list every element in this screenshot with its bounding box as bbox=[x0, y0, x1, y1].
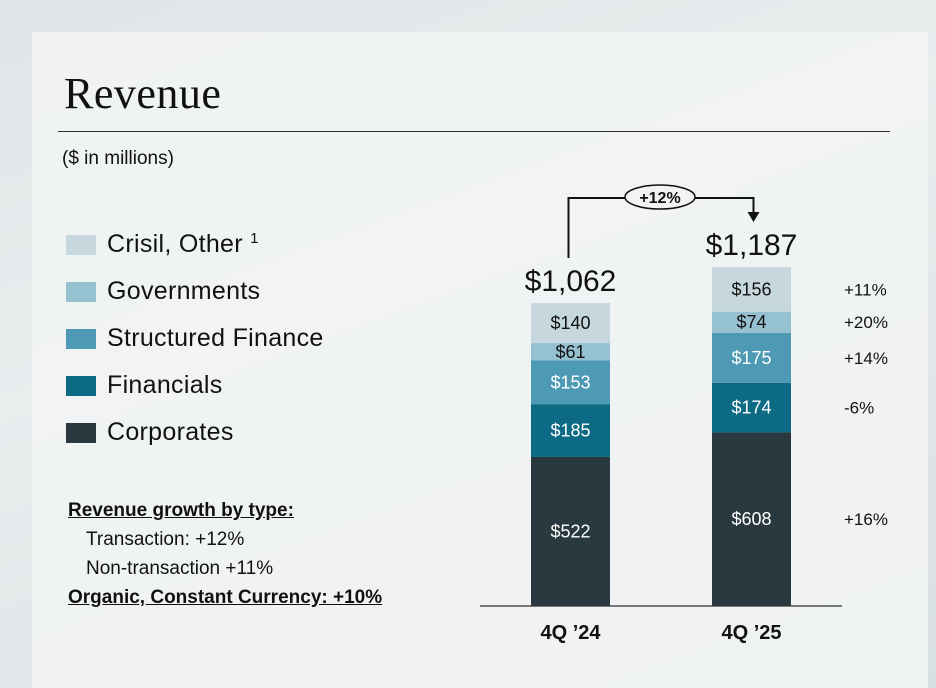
legend-swatch-financials bbox=[66, 376, 96, 396]
bar-segment-crisil-other-2 bbox=[712, 267, 791, 312]
legend-label-crisil-other: Crisil, Other 1 bbox=[107, 230, 259, 258]
segment-label-crisil-other-2: $156 bbox=[731, 279, 771, 299]
segment-label-governments-1: $61 bbox=[555, 342, 585, 362]
revenue-growth-notes: Revenue growth by type: Transaction: +12… bbox=[68, 498, 382, 614]
bar-segment-crisil-other-1 bbox=[531, 303, 610, 344]
bar-segment-financials-1 bbox=[531, 404, 610, 457]
total-label-1: $1,062 bbox=[525, 265, 617, 298]
growth-heading: Revenue growth by type: bbox=[68, 500, 294, 521]
legend-swatch-governments bbox=[66, 282, 96, 302]
legend-label-structured-finance: Structured Finance bbox=[107, 324, 324, 352]
segment-label-structured-finance-2: $175 bbox=[731, 348, 771, 368]
segment-label-corporates-1: $522 bbox=[550, 521, 590, 541]
segment-label-corporates-2: $608 bbox=[731, 509, 771, 529]
units-subtitle: ($ in millions) bbox=[62, 148, 174, 169]
segment-label-crisil-other-1: $140 bbox=[550, 313, 590, 333]
bar-segment-governments-1 bbox=[531, 343, 610, 361]
total-label-2: $1,187 bbox=[706, 229, 798, 262]
bar-segment-corporates-2 bbox=[712, 432, 791, 606]
growth-label-corporates: +16% bbox=[844, 510, 888, 529]
growth-label-structured-finance: +14% bbox=[844, 349, 888, 368]
growth-non-transaction: Non-transaction +11% bbox=[86, 558, 274, 579]
legend-swatch-corporates bbox=[66, 423, 96, 443]
legend-label-financials: Financials bbox=[107, 371, 223, 399]
legend-swatch-crisil-other bbox=[66, 235, 96, 255]
bar-segment-governments-2 bbox=[712, 311, 791, 333]
category-label-2: 4Q ’25 bbox=[721, 622, 781, 644]
segment-label-governments-2: $74 bbox=[736, 312, 766, 332]
growth-label-crisil-other: +11% bbox=[844, 280, 887, 299]
legend-label-governments: Governments bbox=[107, 277, 261, 305]
change-badge-label: +12% bbox=[639, 190, 680, 207]
growth-label-governments: +20% bbox=[844, 313, 888, 332]
bar-segment-financials-2 bbox=[712, 382, 791, 433]
segment-label-financials-2: $174 bbox=[731, 398, 771, 418]
growth-label-financials: -6% bbox=[844, 399, 874, 418]
category-label-1: 4Q ’24 bbox=[540, 622, 601, 644]
arrow-down-icon bbox=[747, 212, 760, 222]
change-badge bbox=[624, 184, 696, 210]
growth-organic: Organic, Constant Currency: +10% bbox=[68, 587, 383, 608]
page-title: Revenue bbox=[64, 69, 222, 118]
legend-swatch-structured-finance bbox=[66, 329, 96, 349]
bar-segment-corporates-1 bbox=[531, 456, 610, 606]
legend-label-corporates: Corporates bbox=[107, 418, 234, 446]
bar-segment-structured-finance-1 bbox=[531, 360, 610, 405]
bar-segment-structured-finance-2 bbox=[712, 332, 791, 383]
footnote-marker: 1 bbox=[250, 230, 259, 247]
segment-label-structured-finance-1: $153 bbox=[550, 372, 590, 392]
title-divider bbox=[58, 131, 890, 132]
growth-transaction: Transaction: +12% bbox=[86, 529, 245, 550]
segment-label-financials-1: $185 bbox=[550, 421, 590, 441]
